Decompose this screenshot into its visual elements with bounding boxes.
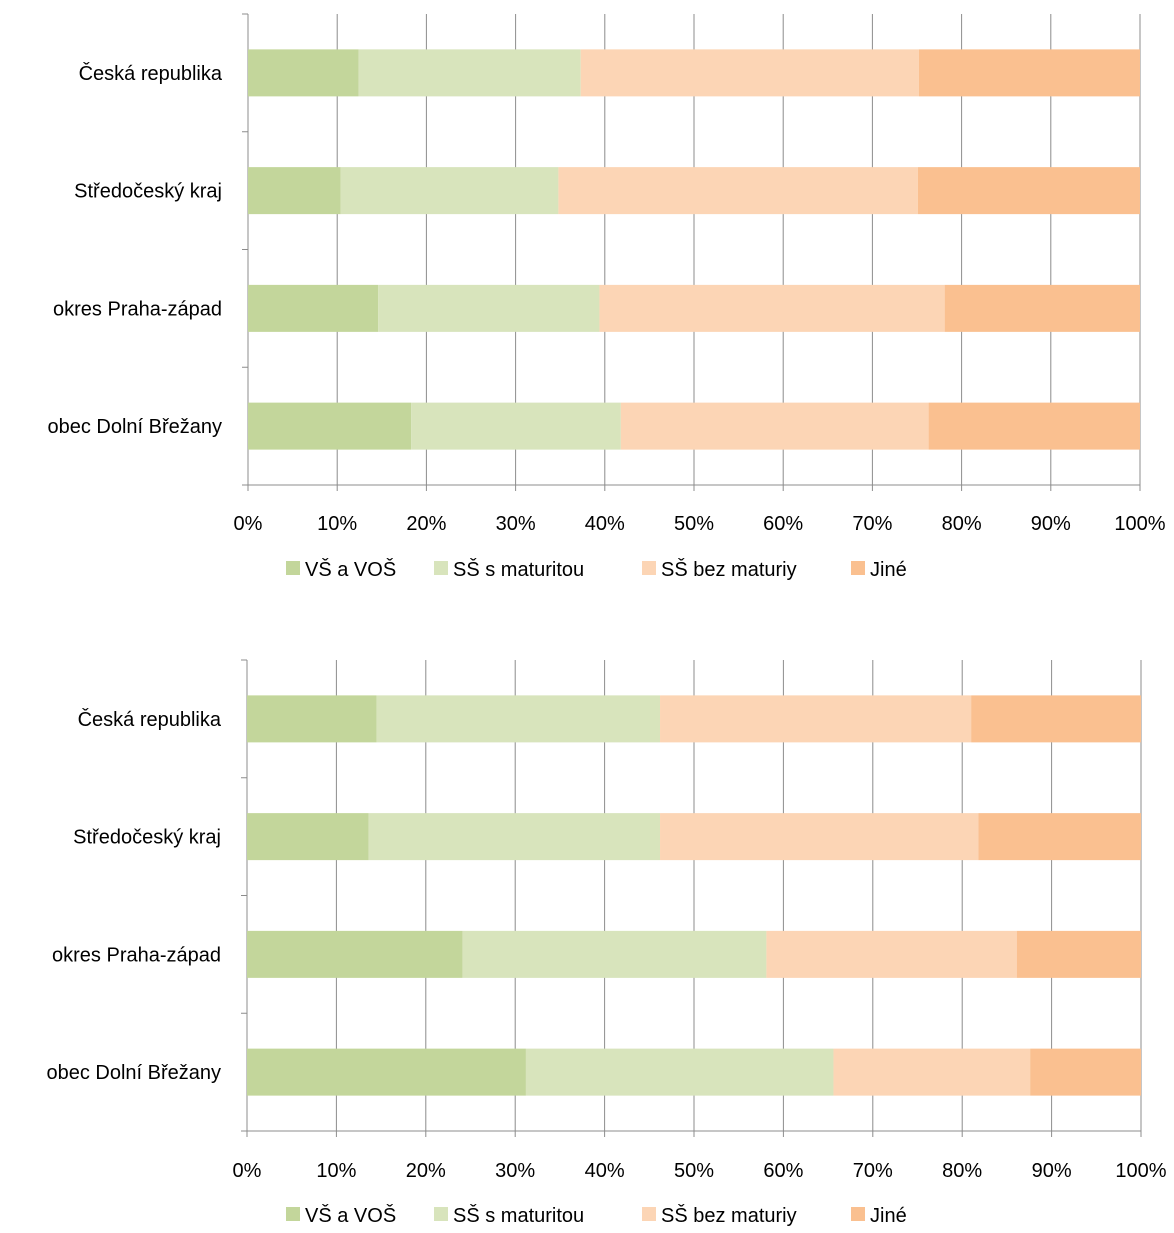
bar-ss-bez-maturiy-ceska-republika	[660, 695, 972, 743]
bar-jine-okres-praha-zapad	[944, 284, 1140, 332]
bar-ss-bez-maturiy-obec-dolni-brezany	[833, 1048, 1031, 1096]
bar-jine-ceska-republika	[971, 695, 1141, 743]
bar-ss-s-maturitou-obec-dolni-brezany	[525, 1048, 834, 1096]
bar-vs-a-vos-stredocesky-kraj	[248, 167, 341, 215]
legend-swatch-jine	[851, 561, 865, 575]
category-label: Česká republika	[79, 62, 223, 85]
legend-label-jine: Jiné	[870, 559, 907, 581]
bar-ss-s-maturitou-okres-praha-zapad	[378, 284, 600, 332]
bar-vs-a-vos-stredocesky-kraj	[247, 813, 369, 861]
bar-ss-bez-maturiy-ceska-republika	[580, 49, 919, 97]
stacked-bar-chart-1: 0% 10% 20% 30% 40% 50% 60% 70% 80% 90% 100% Česká r…	[47, 13, 1166, 581]
category-label: Středočeský kraj	[74, 181, 222, 203]
x-tick-label: 20%	[406, 513, 446, 535]
bar-vs-a-vos-ceska-republika	[247, 695, 377, 743]
x-tick-label: 70%	[852, 513, 892, 535]
x-tick-label: 40%	[585, 1160, 625, 1182]
bar-vs-a-vos-okres-praha-zapad	[247, 930, 463, 978]
stacked-bar-chart-2: 0% 10% 20% 30% 40% 50% 60% 70% 80% 90% 100% Česká r…	[46, 659, 1167, 1227]
category-label: Česká republika	[78, 708, 222, 731]
legend-swatch-ss-s-maturitou	[434, 561, 448, 575]
legend-swatch-jine	[851, 1207, 865, 1221]
x-tick-label: 100%	[1114, 513, 1165, 535]
bar-ss-bez-maturiy-okres-praha-zapad	[599, 284, 945, 332]
x-tick-label: 30%	[496, 513, 536, 535]
bar-jine-okres-praha-zapad	[1016, 930, 1141, 978]
x-tick-label: 90%	[1031, 513, 1071, 535]
bar-ss-bez-maturiy-stredocesky-kraj	[558, 167, 918, 215]
bar-ss-bez-maturiy-stredocesky-kraj	[660, 813, 979, 861]
bar-vs-a-vos-ceska-republika	[248, 49, 359, 97]
bar-jine-ceska-republika	[918, 49, 1140, 97]
bar-ss-s-maturitou-obec-dolni-brezany	[411, 402, 621, 450]
legend-swatch-ss-s-maturitou	[434, 1207, 448, 1221]
bar-jine-obec-dolni-brezany	[928, 402, 1140, 450]
x-tick-label: 40%	[585, 513, 625, 535]
bar-vs-a-vos-okres-praha-zapad	[248, 284, 379, 332]
x-tick-label: 50%	[674, 1160, 714, 1182]
x-tick-label: 100%	[1115, 1160, 1166, 1182]
bar-jine-obec-dolni-brezany	[1030, 1048, 1141, 1096]
legend-swatch-vs-a-vos	[286, 561, 300, 575]
x-tick-label: 30%	[495, 1160, 535, 1182]
bar-jine-stredocesky-kraj	[978, 813, 1141, 861]
legend-label-ss-s-maturitou: SŠ s maturitou	[453, 558, 584, 581]
x-tick-label: 60%	[763, 513, 803, 535]
bar-ss-bez-maturiy-okres-praha-zapad	[766, 930, 1017, 978]
bar-jine-stredocesky-kraj	[917, 167, 1140, 215]
category-label: okres Praha-západ	[53, 298, 222, 320]
bar-vs-a-vos-obec-dolni-brezany	[248, 402, 412, 450]
x-tick-label: 80%	[942, 1160, 982, 1182]
x-tick-label: 10%	[317, 513, 357, 535]
x-tick-label: 0%	[234, 513, 263, 535]
bar-ss-bez-maturiy-obec-dolni-brezany	[620, 402, 929, 450]
x-tick-label: 70%	[853, 1160, 893, 1182]
bar-vs-a-vos-obec-dolni-brezany	[247, 1048, 526, 1096]
bar-ss-s-maturitou-stredocesky-kraj	[368, 813, 661, 861]
x-tick-label: 90%	[1032, 1160, 1072, 1182]
x-tick-label: 20%	[406, 1160, 446, 1182]
category-label: obec Dolní Břežany	[47, 416, 222, 438]
x-tick-label: 80%	[942, 513, 982, 535]
legend-label-ss-bez-maturiy: SŠ bez maturiy	[661, 558, 797, 581]
x-tick-label: 50%	[674, 513, 714, 535]
category-label: Středočeský kraj	[73, 827, 221, 849]
bar-ss-s-maturitou-stredocesky-kraj	[340, 167, 559, 215]
legend-swatch-ss-bez-maturiy	[642, 1207, 656, 1221]
legend-label-vs-a-vos: VŠ a VOŠ	[305, 558, 396, 581]
category-label: obec Dolní Břežany	[46, 1062, 221, 1084]
category-label: okres Praha-západ	[52, 944, 221, 966]
legend-swatch-ss-bez-maturiy	[642, 561, 656, 575]
legend-label-ss-s-maturitou: SŠ s maturitou	[453, 1204, 584, 1227]
x-tick-label: 0%	[233, 1160, 262, 1182]
bar-ss-s-maturitou-ceska-republika	[376, 695, 661, 743]
bar-ss-s-maturitou-okres-praha-zapad	[462, 930, 767, 978]
legend-swatch-vs-a-vos	[286, 1207, 300, 1221]
legend-label-ss-bez-maturiy: SŠ bez maturiy	[661, 1204, 797, 1227]
x-tick-label: 10%	[316, 1160, 356, 1182]
x-tick-label: 60%	[763, 1160, 803, 1182]
bar-ss-s-maturitou-ceska-republika	[358, 49, 581, 97]
legend-label-vs-a-vos: VŠ a VOŠ	[305, 1204, 396, 1227]
legend-label-jine: Jiné	[870, 1205, 907, 1227]
